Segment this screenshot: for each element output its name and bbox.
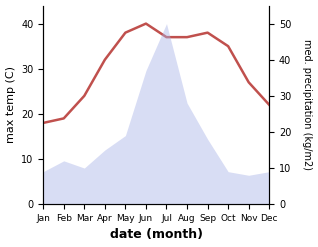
Y-axis label: max temp (C): max temp (C) xyxy=(5,66,16,143)
X-axis label: date (month): date (month) xyxy=(110,228,203,242)
Y-axis label: med. precipitation (kg/m2): med. precipitation (kg/m2) xyxy=(302,39,313,170)
